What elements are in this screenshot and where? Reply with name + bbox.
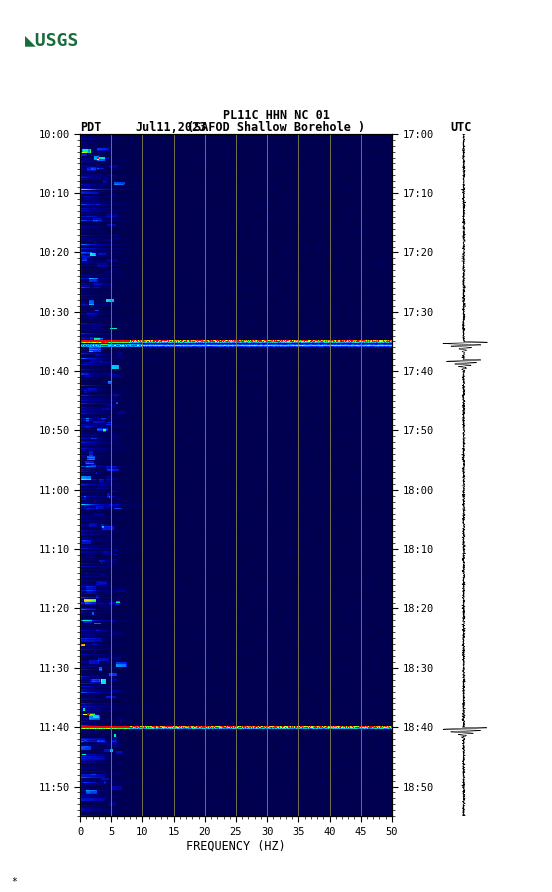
Text: (SAFOD Shallow Borehole ): (SAFOD Shallow Borehole ) (187, 120, 365, 134)
Text: ◣USGS: ◣USGS (25, 31, 79, 49)
Text: PDT: PDT (80, 120, 102, 134)
Text: *: * (11, 877, 17, 887)
Text: Jul11,2023: Jul11,2023 (135, 120, 206, 134)
Text: UTC: UTC (450, 120, 472, 134)
Text: PL11C HHN NC 01: PL11C HHN NC 01 (222, 109, 330, 121)
X-axis label: FREQUENCY (HZ): FREQUENCY (HZ) (186, 839, 286, 853)
